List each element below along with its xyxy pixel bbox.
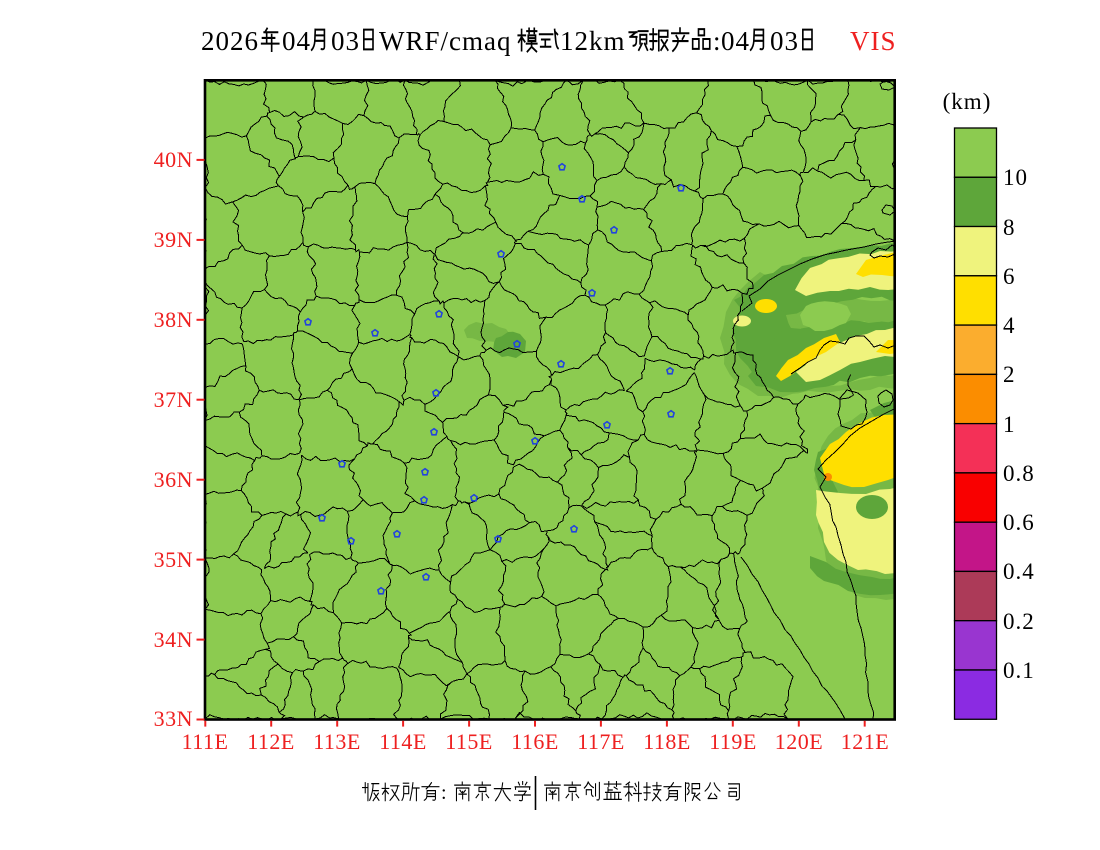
svg-text:36N: 36N [154,467,193,492]
svg-text:114E: 114E [379,729,427,754]
svg-text:0.4: 0.4 [1003,559,1035,584]
svg-text:39N: 39N [154,227,193,252]
svg-text:(km): (km) [943,89,992,114]
svg-text:0.2: 0.2 [1003,609,1035,634]
svg-text:115E: 115E [445,729,493,754]
svg-text:0.8: 0.8 [1003,461,1035,486]
svg-text:0.6: 0.6 [1003,510,1035,535]
svg-text:38N: 38N [154,307,193,332]
svg-text:WRF/cmaq: WRF/cmaq [379,26,511,56]
svg-text:119E: 119E [709,729,757,754]
svg-text:VIS: VIS [850,26,897,56]
svg-text:120E: 120E [775,729,823,754]
svg-text:121E: 121E [841,729,889,754]
svg-text:40N: 40N [154,147,193,172]
svg-text:2026: 2026 [201,26,259,56]
svg-text:04: 04 [282,26,311,56]
svg-text:4: 4 [1003,313,1016,338]
svg-text:111E: 111E [182,729,229,754]
svg-text:6: 6 [1003,264,1016,289]
svg-text:12km: 12km [560,26,626,56]
svg-text:2: 2 [1003,362,1016,387]
svg-text::: : [441,782,447,804]
svg-text:118E: 118E [643,729,691,754]
svg-text:8: 8 [1003,215,1016,240]
svg-text:1: 1 [1003,412,1016,437]
svg-text:35N: 35N [154,547,193,572]
svg-text:10: 10 [1003,165,1028,190]
svg-text:33N: 33N [154,706,193,731]
svg-text:04: 04 [721,26,750,56]
svg-text:113E: 113E [313,729,361,754]
svg-text::: : [713,26,722,56]
svg-text:112E: 112E [247,729,295,754]
svg-text:03: 03 [770,26,799,56]
svg-text:0.1: 0.1 [1003,658,1035,683]
svg-text:03: 03 [331,26,360,56]
svg-text:116E: 116E [511,729,559,754]
svg-text:117E: 117E [577,729,625,754]
svg-text:37N: 37N [154,387,193,412]
svg-text:34N: 34N [154,627,193,652]
